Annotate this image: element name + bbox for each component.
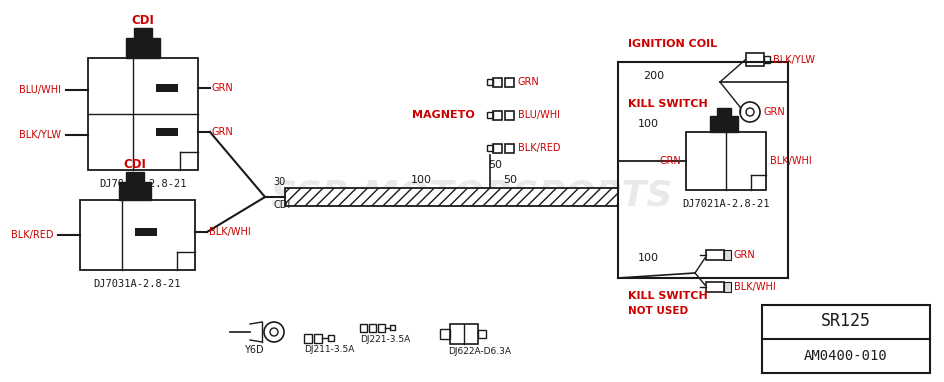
Text: CDI: CDI [124,157,146,170]
Bar [710,116,738,132]
Bar [304,334,312,343]
Text: BLU/WHI: BLU/WHI [518,110,560,120]
Bar [762,305,930,373]
Bar [88,58,198,170]
Bar [505,111,514,120]
Bar [686,132,766,190]
Bar [505,144,514,153]
Text: DJ7021A-2.8-21: DJ7021A-2.8-21 [683,199,769,209]
Text: IGNITION COIL: IGNITION COIL [628,39,717,49]
Bar [450,324,478,344]
Bar [360,324,367,332]
Bar [487,79,493,85]
Bar [493,78,502,87]
Bar [119,182,151,200]
Text: BLK/WHI: BLK/WHI [770,156,812,166]
Text: GRN: GRN [659,156,681,166]
Text: BLU/WHI: BLU/WHI [19,85,61,95]
Text: DJ622A-D6.3A: DJ622A-D6.3A [448,348,511,356]
Text: CDI: CDI [131,13,155,26]
Bar [440,329,450,339]
Bar [80,200,195,270]
Bar [134,28,152,40]
Text: GRN: GRN [212,127,234,137]
Text: BLK/WHI: BLK/WHI [209,227,251,237]
Text: 50: 50 [503,175,517,185]
Text: BLK/RED: BLK/RED [518,143,561,153]
Bar [135,228,157,236]
Text: BLK/WHI: BLK/WHI [734,282,776,292]
Text: AM0400-010: AM0400-010 [804,349,888,363]
Text: GRN: GRN [518,77,540,87]
Text: SSR MOTORSPORTS: SSR MOTORSPORTS [271,178,673,212]
Text: KILL SWITCH: KILL SWITCH [628,291,708,301]
Bar [156,128,178,136]
Text: DJ7031A-2.8-21: DJ7031A-2.8-21 [93,279,180,289]
Text: Y6D: Y6D [244,345,263,355]
Text: DJ221-3.5A: DJ221-3.5A [360,335,411,345]
Text: CDI: CDI [273,200,290,210]
Bar [314,334,322,343]
Bar [706,250,724,260]
Bar [390,325,395,330]
Text: SR125: SR125 [821,312,871,330]
Text: MAGNETO: MAGNETO [413,110,475,120]
Text: 100: 100 [638,119,659,129]
Text: 100: 100 [638,253,659,263]
Bar [706,282,724,292]
Text: NOT USED: NOT USED [628,306,688,316]
Text: DJ211-3.5A: DJ211-3.5A [304,345,354,354]
Text: GRN: GRN [763,107,784,117]
Bar [764,56,770,63]
Bar [328,335,334,341]
Bar [285,188,618,206]
Text: BLK/RED: BLK/RED [10,230,53,240]
Bar [126,38,160,58]
Bar [369,324,376,332]
Text: KILL SWITCH: KILL SWITCH [628,99,708,109]
Text: GRN: GRN [212,83,234,93]
Bar [156,84,178,92]
Bar [493,144,502,153]
Bar [724,250,731,260]
Bar [717,108,731,118]
Text: 30: 30 [273,177,285,187]
Text: DJ7041A-2.8-21: DJ7041A-2.8-21 [99,179,187,189]
Text: BLK/YLW: BLK/YLW [773,55,815,65]
Bar [126,172,144,184]
Text: BLK/YLW: BLK/YLW [19,130,61,140]
Bar [378,324,385,332]
Text: 200: 200 [643,71,665,81]
Bar [478,330,486,338]
Text: 50: 50 [488,160,502,170]
Bar [746,53,764,66]
Text: 100: 100 [411,175,432,185]
Bar [724,282,731,292]
Bar [487,112,493,118]
Bar [493,111,502,120]
Text: GRN: GRN [734,250,756,260]
Bar [487,145,493,151]
Bar [505,78,514,87]
